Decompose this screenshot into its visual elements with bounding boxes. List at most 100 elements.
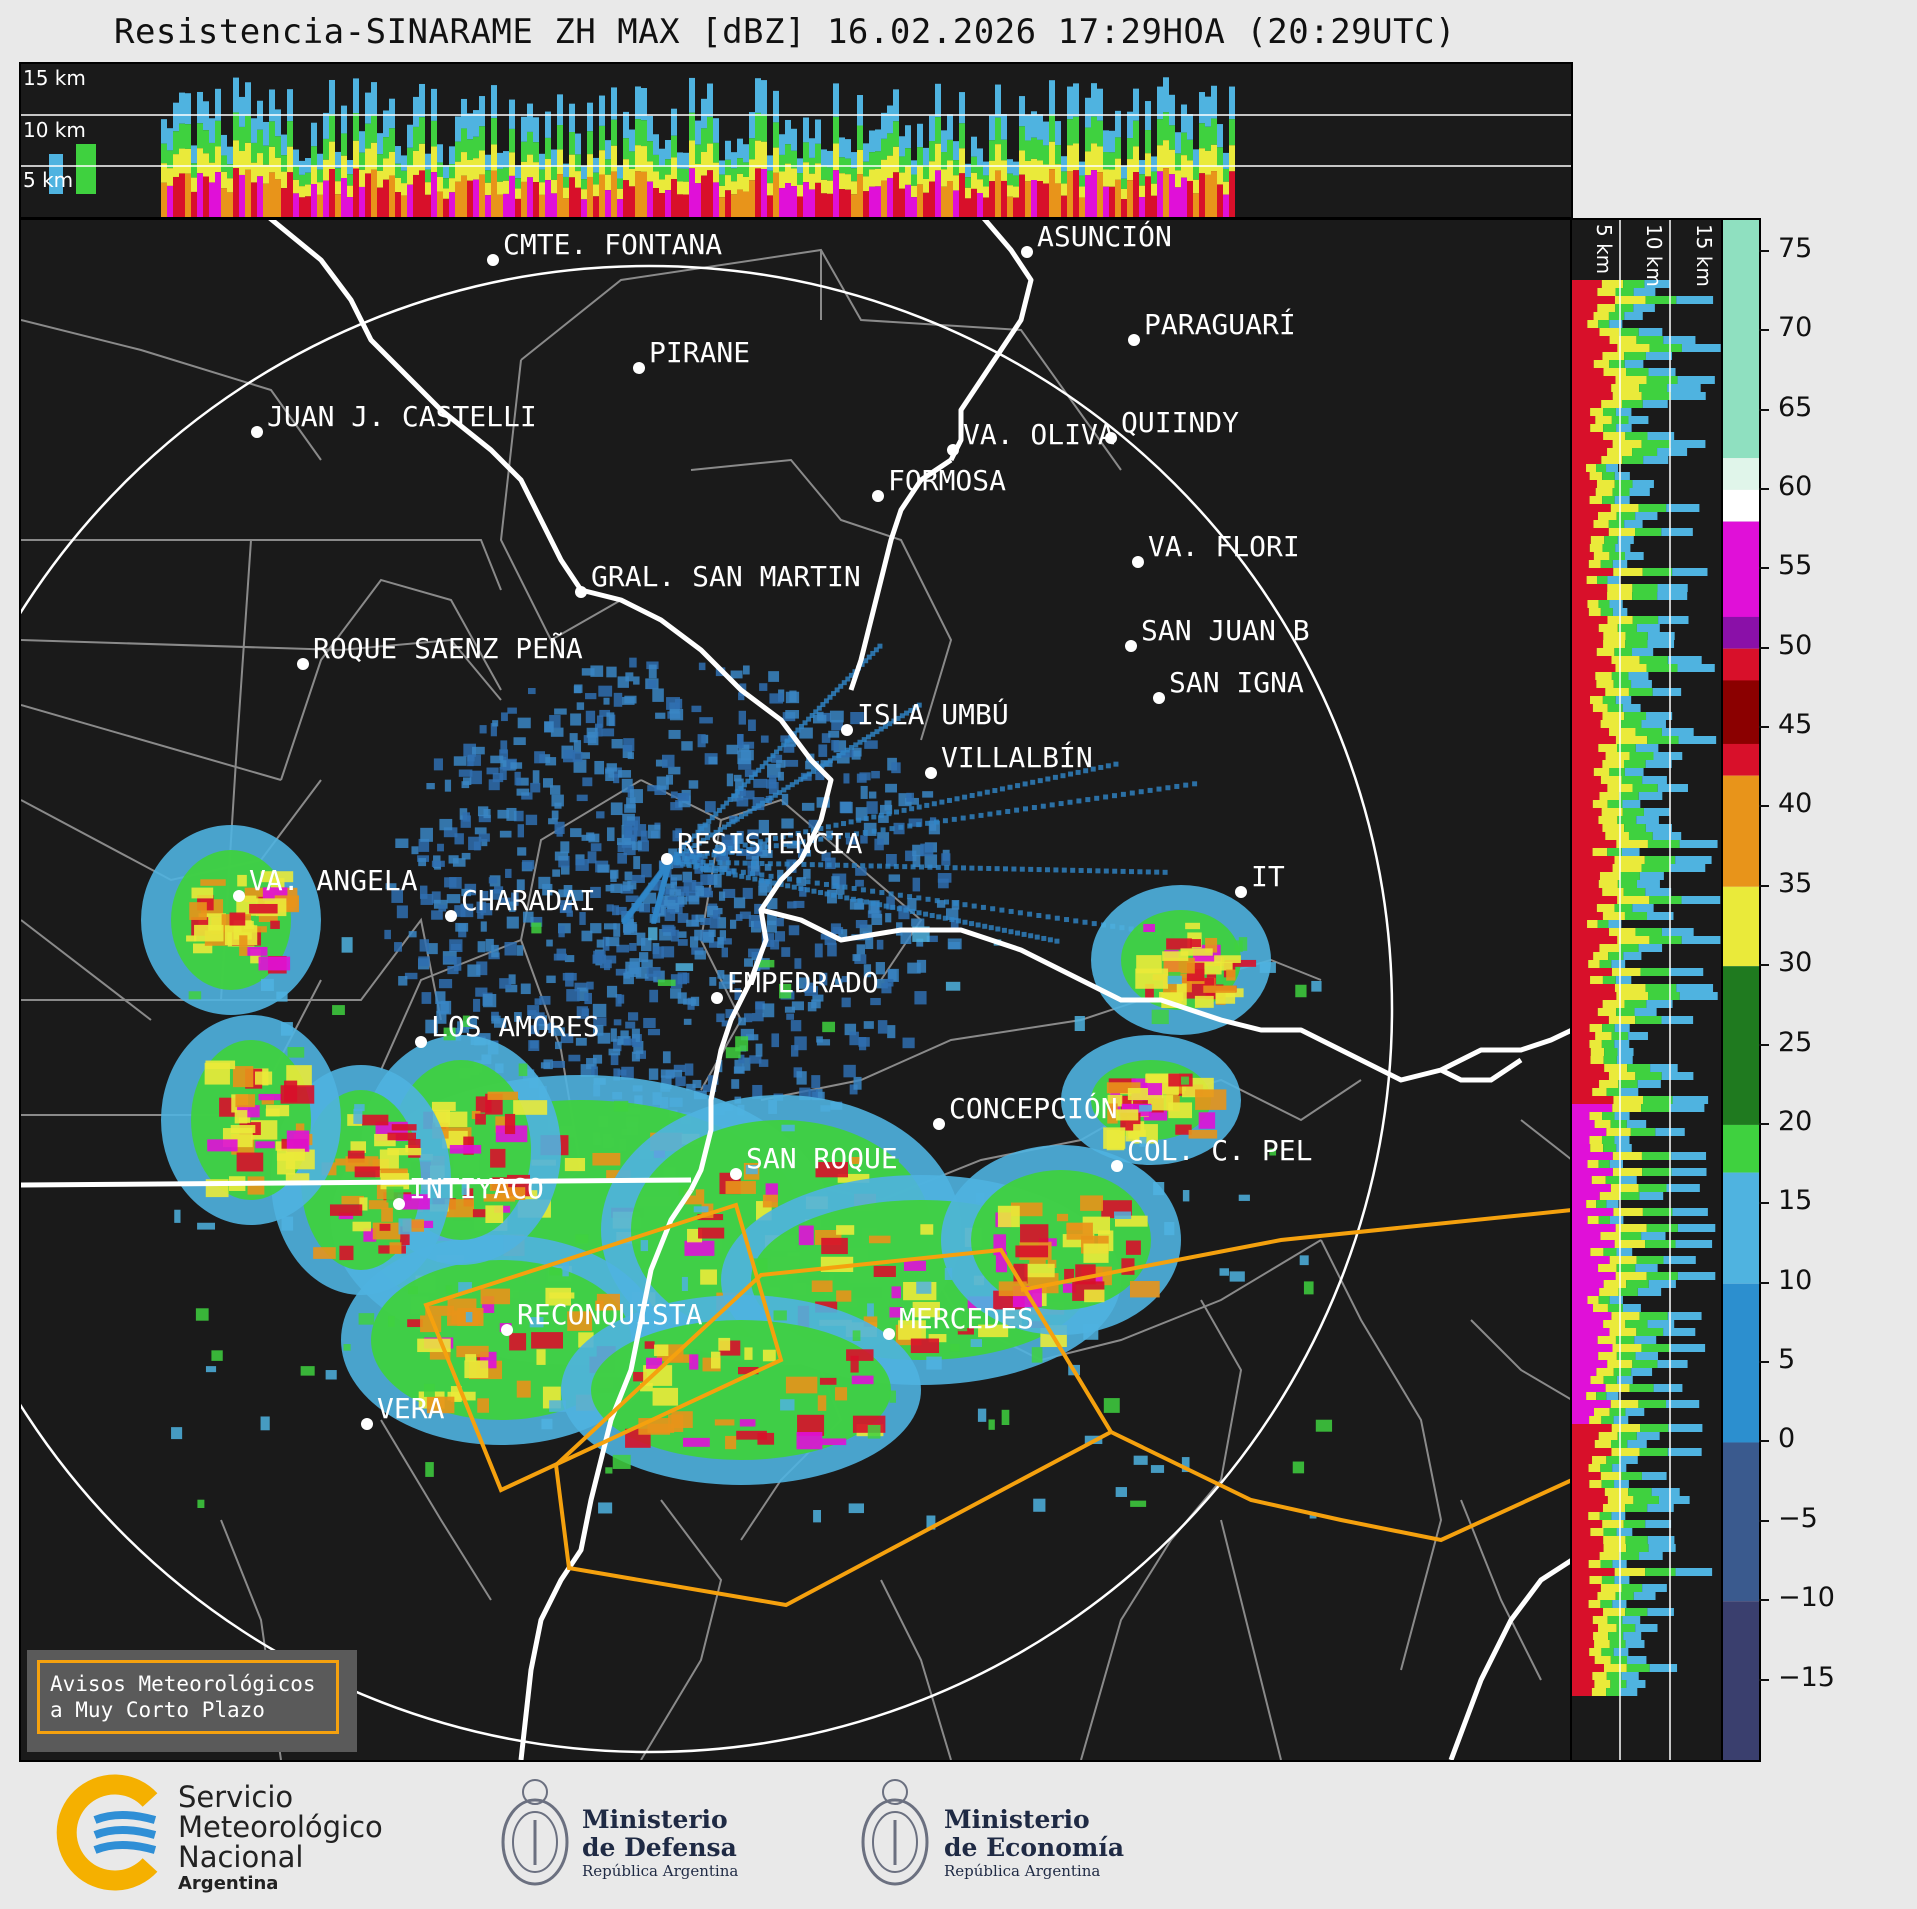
city-va-angela[interactable]: VA. ANGELA: [233, 864, 418, 902]
side-height-label-5km: 5 km: [1592, 224, 1616, 275]
city-paraguar[interactable]: PARAGUARÍ: [1128, 307, 1296, 346]
city-label: MERCEDES: [899, 1302, 1034, 1335]
city-label: VA. FLORI: [1148, 530, 1300, 563]
city-dot: [575, 586, 587, 598]
city-resistencia[interactable]: RESISTENCIA: [661, 827, 863, 865]
city-intiyaco[interactable]: INTIYACO: [393, 1172, 544, 1210]
colorbar-tick-mark: [1759, 1599, 1769, 1602]
city-dot: [633, 362, 645, 374]
economia-name: Ministerio de Economía República Argenti…: [944, 1805, 1125, 1881]
colorbar-tick-label: 25: [1778, 1026, 1813, 1058]
city-mercedes[interactable]: MERCEDES: [883, 1302, 1034, 1340]
city-dot: [1111, 1160, 1123, 1172]
city-label: COL. C. PEL: [1127, 1134, 1312, 1167]
city-va-oliva[interactable]: VA. OLIVA: [947, 418, 1115, 456]
top-cross-section: 15 km 10 km 5 km: [19, 62, 1573, 219]
city-los-amores[interactable]: LOS AMORES: [415, 1010, 600, 1048]
city-vera[interactable]: VERA: [361, 1392, 445, 1430]
city-markers: CMTE. FONTANA ASUNCIÓN PARAGUARÍ PIRANE JUAN…: [233, 220, 1312, 1430]
city-dot: [661, 853, 673, 865]
city-dot: [393, 1198, 405, 1210]
city-dot: [711, 992, 723, 1004]
city-col-c-pel[interactable]: COL. C. PEL: [1111, 1134, 1312, 1172]
colorbar-tick-mark: [1759, 884, 1769, 887]
colorbar-tick-mark: [1759, 805, 1769, 808]
side-cross-section-plot: [1572, 220, 1721, 1760]
city-label: QUIINDY: [1121, 406, 1239, 439]
avisos-box[interactable]: Avisos Meteorológicos a Muy Corto Plazo: [27, 1650, 357, 1752]
smn-name: Servicio Meteorológico Nacional Argentin…: [178, 1782, 383, 1894]
defensa-line1: Ministerio: [582, 1805, 728, 1834]
city-san-juan-b[interactable]: SAN JUAN B: [1125, 614, 1310, 652]
city-concepci-n[interactable]: CONCEPCIÓN: [933, 1091, 1118, 1130]
city-label: ASUNCIÓN: [1037, 220, 1172, 253]
colorbar-tick-label: 35: [1778, 867, 1813, 899]
colorbar-tick-mark: [1759, 408, 1769, 411]
city-label: RESISTENCIA: [677, 827, 863, 860]
economia-line1: Ministerio: [944, 1805, 1090, 1834]
colorbar-tick-mark: [1759, 726, 1769, 729]
city-dot: [297, 658, 309, 670]
side-cross-section: 5 km 10 km 15 km: [1570, 218, 1723, 1762]
height-label-10km: 10 km: [23, 118, 86, 142]
city-empedrado[interactable]: EMPEDRADO: [711, 966, 879, 1004]
city-dot: [947, 444, 959, 456]
city-label: INTIYACO: [409, 1172, 544, 1205]
city-gral-san-martin[interactable]: GRAL. SAN MARTIN: [575, 560, 861, 598]
city-dot: [233, 890, 245, 902]
smn-logo-icon: [56, 1774, 158, 1891]
colorbar-tick-mark: [1759, 249, 1769, 252]
chart-title: Resistencia-SINARAME ZH MAX [dBZ] 16.02.…: [113, 12, 1457, 52]
economia-line2: de Economía: [944, 1833, 1125, 1862]
colorbar-tick-mark: [1759, 1281, 1769, 1284]
city-label: SAN ROQUE: [746, 1142, 898, 1175]
city-reconquista[interactable]: RECONQUISTA: [501, 1298, 703, 1336]
city-label: LOS AMORES: [431, 1010, 600, 1043]
city-label: CHARADAI: [461, 884, 596, 917]
side-height-label-15km: 15 km: [1692, 224, 1716, 287]
city-dot: [872, 490, 884, 502]
colorbar-gradient: [1723, 220, 1759, 1760]
city-it[interactable]: IT: [1235, 860, 1285, 898]
city-asunci-n[interactable]: ASUNCIÓN: [1021, 220, 1172, 258]
city-charadai[interactable]: CHARADAI: [445, 884, 596, 922]
colorbar-tick-label: 20: [1778, 1105, 1813, 1137]
avisos-link[interactable]: Avisos Meteorológicos a Muy Corto Plazo: [37, 1660, 339, 1734]
city-pirane[interactable]: PIRANE: [633, 336, 750, 374]
city-quiindy[interactable]: QUIINDY: [1105, 406, 1239, 444]
city-dot: [1125, 640, 1137, 652]
city-san-igna[interactable]: SAN IGNA: [1153, 666, 1304, 704]
city-va-flori[interactable]: VA. FLORI: [1132, 530, 1300, 568]
city-dot: [1128, 334, 1140, 346]
colorbar-tick-label: 45: [1778, 709, 1813, 741]
colorbar-tick-mark: [1759, 487, 1769, 490]
city-label: VILLALBÍN: [941, 740, 1093, 774]
city-dot: [1021, 246, 1033, 258]
colorbar-tick-label: 5: [1778, 1344, 1796, 1376]
city-juan-j-castelli[interactable]: JUAN J. CASTELLI: [251, 400, 537, 438]
colorbar-tick-label: −10: [1778, 1582, 1835, 1614]
city-san-roque[interactable]: SAN ROQUE: [730, 1142, 898, 1180]
city-label: VA. OLIVA: [963, 418, 1115, 451]
city-cmte-fontana[interactable]: CMTE. FONTANA: [487, 228, 722, 266]
city-roque-saenz-pe-a[interactable]: ROQUE SAENZ PEÑA: [297, 631, 583, 670]
smn-line2: Meteorológico: [178, 1810, 383, 1844]
city-dot: [1132, 556, 1144, 568]
city-label: ROQUE SAENZ PEÑA: [313, 631, 583, 665]
height-label-15km: 15 km: [23, 66, 86, 90]
radar-map-plot: CMTE. FONTANA ASUNCIÓN PARAGUARÍ PIRANE JUAN…: [21, 220, 1572, 1760]
colorbar-tick-mark: [1759, 1122, 1769, 1125]
colorbar-tick-mark: [1759, 1678, 1769, 1681]
city-isla-umb[interactable]: ISLA UMBÚ: [841, 697, 1009, 736]
colorbar-tick-label: 40: [1778, 788, 1813, 820]
colorbar-tick-label: 0: [1778, 1423, 1796, 1455]
range-circle: [21, 264, 1394, 1754]
city-dot: [501, 1324, 513, 1336]
radar-map[interactable]: CMTE. FONTANA ASUNCIÓN PARAGUARÍ PIRANE JUAN…: [19, 218, 1574, 1762]
city-formosa[interactable]: FORMOSA: [872, 464, 1006, 502]
city-label: CONCEPCIÓN: [949, 1091, 1118, 1125]
defensa-line3: República Argentina: [582, 1862, 739, 1880]
smn-line1: Servicio: [178, 1780, 294, 1814]
city-villalb-n[interactable]: VILLALBÍN: [925, 740, 1093, 779]
city-label: SAN JUAN B: [1141, 614, 1310, 647]
